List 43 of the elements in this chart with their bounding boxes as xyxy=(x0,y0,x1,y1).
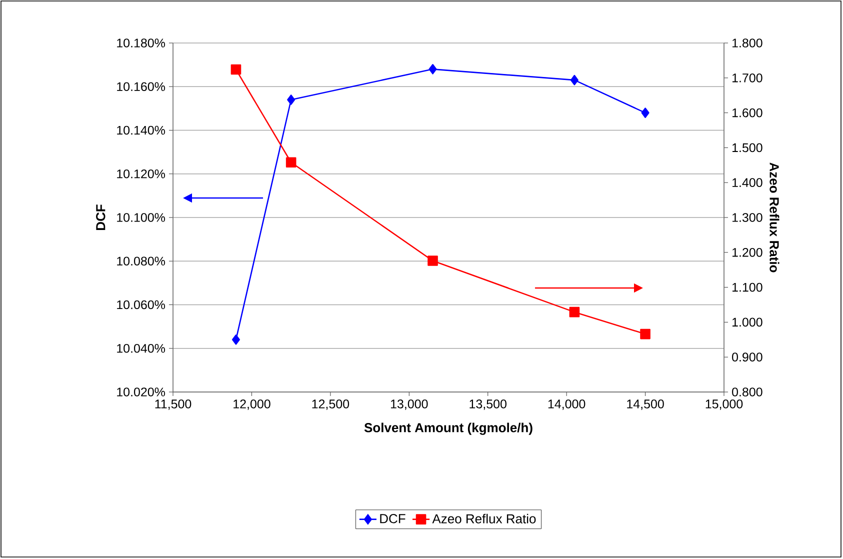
point xyxy=(569,306,580,318)
point xyxy=(286,157,296,168)
y-tick-label: 10.120% xyxy=(117,169,166,178)
y-tick-label: 10.100% xyxy=(117,213,166,222)
x-tick-label: 13,000 xyxy=(390,400,428,410)
legend-label: Azeo Reflux Ratio xyxy=(432,514,536,524)
y2-tick-label: 1.700 xyxy=(732,73,762,82)
point xyxy=(570,74,578,86)
y2-tick-label: 1.600 xyxy=(732,108,762,118)
y2-tick-label: 0.800 xyxy=(732,388,762,396)
y-tick-label: 10.160% xyxy=(117,82,166,92)
point xyxy=(232,334,240,345)
point xyxy=(287,94,296,105)
point xyxy=(230,64,242,75)
y-axis-title: DCF xyxy=(96,204,106,230)
point xyxy=(428,256,438,266)
y2-tick-label: 1.200 xyxy=(732,248,762,257)
y-tick-label: 10.060% xyxy=(117,300,166,310)
point xyxy=(640,328,650,340)
x-tick-label: 14,500 xyxy=(627,400,664,410)
y-tick-label: 10.140% xyxy=(117,126,166,135)
y-tick-label: 10.080% xyxy=(117,256,166,266)
point xyxy=(641,108,650,118)
y-tick-label: 10.180% xyxy=(117,38,166,48)
y2-tick-label: 1.500 xyxy=(732,143,762,152)
y2-tick-label: 1.400 xyxy=(732,178,762,188)
y2-tick-label: 1.100 xyxy=(732,282,762,292)
x-tick-label: 11,500 xyxy=(155,400,192,410)
x-tick-label: 13,500 xyxy=(470,400,506,410)
y2-tick-label: 1.800 xyxy=(732,38,762,48)
x-tick-label: 15,000 xyxy=(706,400,743,410)
y2-axis-title: Azeo Reflux Ratio xyxy=(770,162,780,272)
legend-label: DCF xyxy=(380,514,406,524)
x-tick-label: 12,500 xyxy=(312,400,350,410)
x-axis-title: Solvent Amount (kgmole/h) xyxy=(364,422,532,435)
y-tick-label: 10.020% xyxy=(117,388,166,396)
y2-tick-label: 1.300 xyxy=(732,213,762,222)
y2-tick-label: 0.900 xyxy=(732,352,762,362)
x-tick-label: 12,000 xyxy=(234,400,270,410)
point xyxy=(428,64,437,74)
x-tick-label: 14,000 xyxy=(548,400,586,410)
y2-tick-label: 1.000 xyxy=(732,318,762,327)
y-tick-label: 10.040% xyxy=(117,344,166,353)
